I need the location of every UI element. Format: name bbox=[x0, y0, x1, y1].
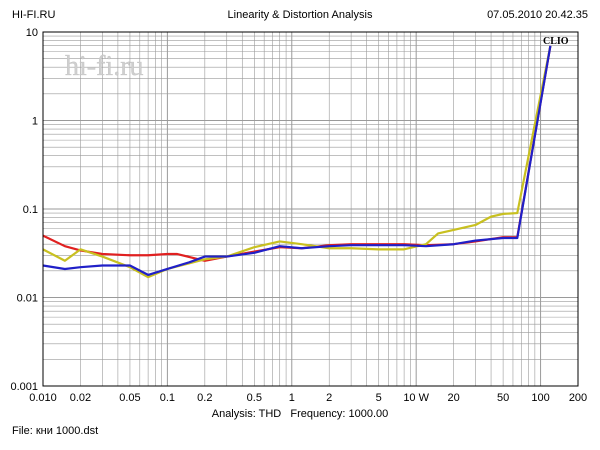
analysis-label: Analysis: THD bbox=[211, 408, 282, 420]
x-tick-label: 20 bbox=[447, 392, 459, 404]
file-label: File: кни 1000.dst bbox=[12, 425, 99, 437]
x-tick-label: 10 W bbox=[403, 392, 429, 404]
x-tick-label: 2 bbox=[326, 392, 332, 404]
plot-frame bbox=[42, 31, 579, 387]
x-tick-label: 0.05 bbox=[119, 392, 140, 404]
x-tick-label: 0.5 bbox=[247, 392, 262, 404]
y-tick-label: 0.001 bbox=[10, 381, 38, 393]
frequency-label: Frequency: 1000.00 bbox=[290, 408, 389, 420]
y-tick-labels: 10 1 0.1 0.01 0.001 bbox=[10, 27, 38, 393]
timestamp: 07.05.2010 20.42.35 bbox=[487, 9, 588, 21]
y-tick-label: 1 bbox=[32, 116, 38, 128]
x-tick-label: 50 bbox=[497, 392, 509, 404]
y-tick-label: 0.01 bbox=[17, 293, 38, 305]
x-tick-label: 0.02 bbox=[70, 392, 91, 404]
chart-title: Linearity & Distortion Analysis bbox=[227, 9, 373, 21]
x-tick-label: 1 bbox=[289, 392, 295, 404]
x-tick-label: 200 bbox=[569, 392, 587, 404]
chart-series bbox=[42, 45, 552, 279]
y-tick-label: 10 bbox=[26, 27, 38, 39]
x-tick-label: 5 bbox=[376, 392, 382, 404]
x-tick-label: 0.1 bbox=[160, 392, 175, 404]
analysis-info: Analysis: THD Frequency: 1000.00 bbox=[0, 408, 600, 420]
watermark: hi-fi.ru bbox=[65, 51, 144, 82]
x-tick-label: 0.010 bbox=[29, 392, 57, 404]
brand-label: HI-FI.RU bbox=[12, 9, 56, 21]
clio-badge: CLIO bbox=[543, 36, 569, 47]
x-tick-label: 0.2 bbox=[197, 392, 212, 404]
x-tick-labels: 0.010 0.02 0.05 0.1 0.2 0.5 1 2 5 10 W 20 50 100 200 bbox=[29, 392, 587, 404]
x-tick-label: 100 bbox=[531, 392, 549, 404]
y-tick-label: 0.1 bbox=[23, 204, 38, 216]
series-line-blue bbox=[42, 45, 552, 277]
